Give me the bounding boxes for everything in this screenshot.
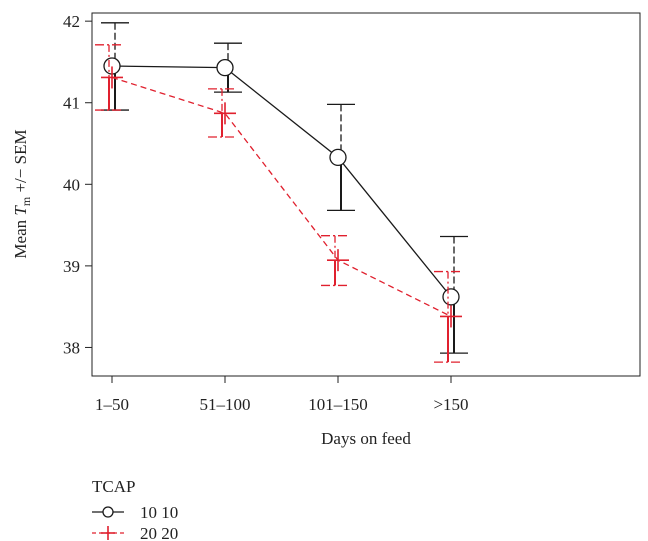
legend: 10 10 20 20: [92, 503, 178, 541]
x-tick-label-1: 51–100: [200, 395, 251, 414]
legend-label-1: 20 20: [140, 524, 178, 541]
plot-frame: [91, 12, 641, 377]
x-axis: 1–50 51–100 101–150 >150: [95, 376, 469, 414]
x-tick-label-3: >150: [433, 395, 468, 414]
y-tick-label-2: 40: [63, 175, 80, 194]
legend-item-0: 10 10: [92, 503, 178, 522]
y-tick-label-3: 41: [63, 94, 80, 113]
legend-marker-0: [102, 506, 114, 518]
series-1-line: [111, 76, 452, 318]
x-axis-title: Days on feed: [321, 429, 411, 448]
series-1: [95, 44, 462, 363]
series-1-errorbar-3: [434, 270, 462, 363]
series-layer: [95, 22, 468, 363]
y-tick-label-4: 42: [63, 12, 80, 31]
series-0: [101, 22, 468, 354]
legend-title: TCAP: [92, 477, 135, 496]
series-0-line: [111, 65, 452, 298]
series-0-errorbar-2: [327, 103, 355, 212]
y-axis: 38 39 40 41 42: [63, 12, 92, 357]
x-tick-label-0: 1–50: [95, 395, 129, 414]
series-0-point-2: [329, 148, 347, 167]
series-0-point-3: [442, 288, 460, 306]
legend-label-0: 10 10: [140, 503, 178, 522]
y-tick-label-0: 38: [63, 338, 80, 357]
legend-marker-1: [101, 526, 115, 540]
series-1-point-3: [440, 305, 462, 328]
y-axis-title-suffix: +/− SEM: [11, 129, 30, 196]
series-1-point-0: [101, 66, 123, 89]
legend-item-1: 20 20: [92, 524, 178, 541]
y-axis-title-prefix: Mean: [11, 216, 30, 259]
y-axis-title-subscript: m: [19, 196, 33, 206]
series-1-errorbar-0: [95, 44, 123, 111]
y-tick-label-1: 39: [63, 257, 80, 276]
series-1-point-1: [214, 102, 236, 125]
y-axis-title: Mean Tm +/− SEM: [11, 129, 33, 258]
x-tick-label-2: 101–150: [308, 395, 368, 414]
series-1-errorbar-2: [321, 235, 349, 287]
series-0-point-1: [216, 59, 234, 77]
series-1-point-2: [327, 249, 349, 272]
y-axis-title-symbol: T: [11, 205, 30, 216]
series-0-errorbar-3: [440, 235, 468, 354]
series-1-errorbar-1: [208, 88, 236, 138]
